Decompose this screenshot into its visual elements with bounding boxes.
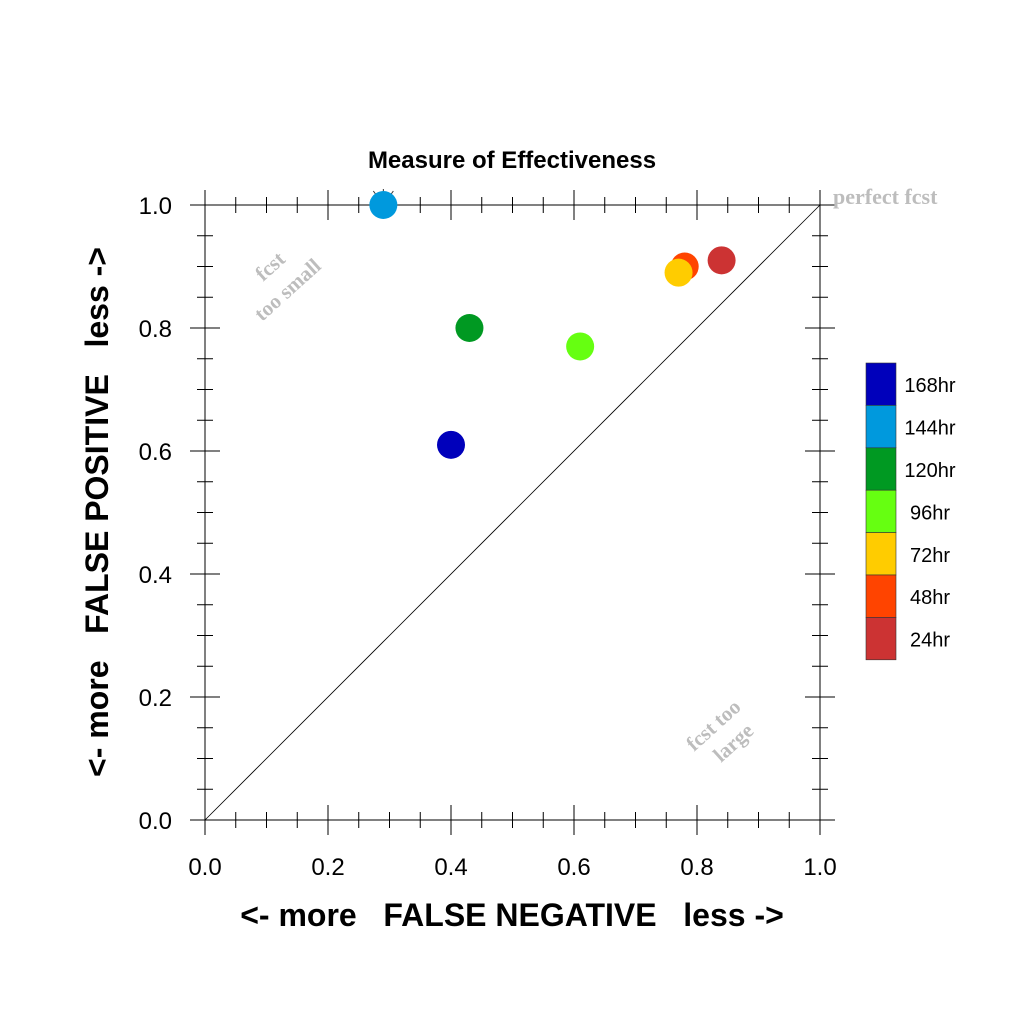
y-tick-label: 1.0 <box>139 193 172 220</box>
legend-swatch-72hr <box>865 532 897 576</box>
data-point-120hr <box>455 314 484 342</box>
legend-swatch-144hr <box>865 405 897 449</box>
legend-label-96hr: 96hr <box>910 502 950 524</box>
annotation-perfect: perfect fcst <box>833 184 938 209</box>
legend-swatch-24hr <box>865 617 897 661</box>
chart-title: Measure of Effectiveness <box>368 147 656 174</box>
data-point-24hr <box>707 246 736 275</box>
legend-swatch-48hr <box>865 574 897 618</box>
legend: 168hr 144hr 120hr 96hr 72hr 48hr 24hr <box>865 362 956 661</box>
x-tick-label: 0.8 <box>680 854 713 881</box>
y-tick-label: 0.8 <box>139 316 172 343</box>
legend-label-144hr: 144hr <box>904 418 955 440</box>
legend-label-120hr: 120hr <box>904 460 955 482</box>
y-axis-label: <- more FALSE POSITIVE less -> <box>79 247 115 777</box>
legend-label-24hr: 24hr <box>910 630 950 652</box>
y-tick-label: 0.6 <box>139 439 172 466</box>
y-tick-label: 0.0 <box>139 808 172 835</box>
legend-swatch-120hr <box>865 447 897 491</box>
x-tick-label: 0.4 <box>434 854 467 881</box>
data-point-72hr <box>664 258 693 287</box>
x-tick-label: 0.0 <box>188 854 221 881</box>
legend-label-72hr: 72hr <box>910 545 950 567</box>
plot-area: 0.0 0.2 0.4 0.6 0.8 1.0 0.0 0.2 0.4 0.6 0.8 1.0 perf… <box>139 184 938 881</box>
legend-label-48hr: 48hr <box>910 587 950 609</box>
diagonal-line <box>204 204 821 821</box>
data-point-168hr <box>437 430 465 459</box>
x-tick-label: 0.2 <box>311 854 344 881</box>
x-tick-label: 1.0 <box>803 854 836 881</box>
legend-swatch-168hr <box>865 362 897 406</box>
y-tick-label: 0.2 <box>139 685 172 712</box>
data-point-96hr <box>566 332 595 361</box>
legend-swatch-96hr <box>865 489 897 533</box>
y-tick-label: 0.4 <box>139 562 172 589</box>
legend-label-168hr: 168hr <box>904 375 955 397</box>
x-tick-label: 0.6 <box>557 854 590 881</box>
x-axis-label: <- more FALSE NEGATIVE less -> <box>240 897 784 933</box>
data-point-144hr <box>369 191 398 219</box>
